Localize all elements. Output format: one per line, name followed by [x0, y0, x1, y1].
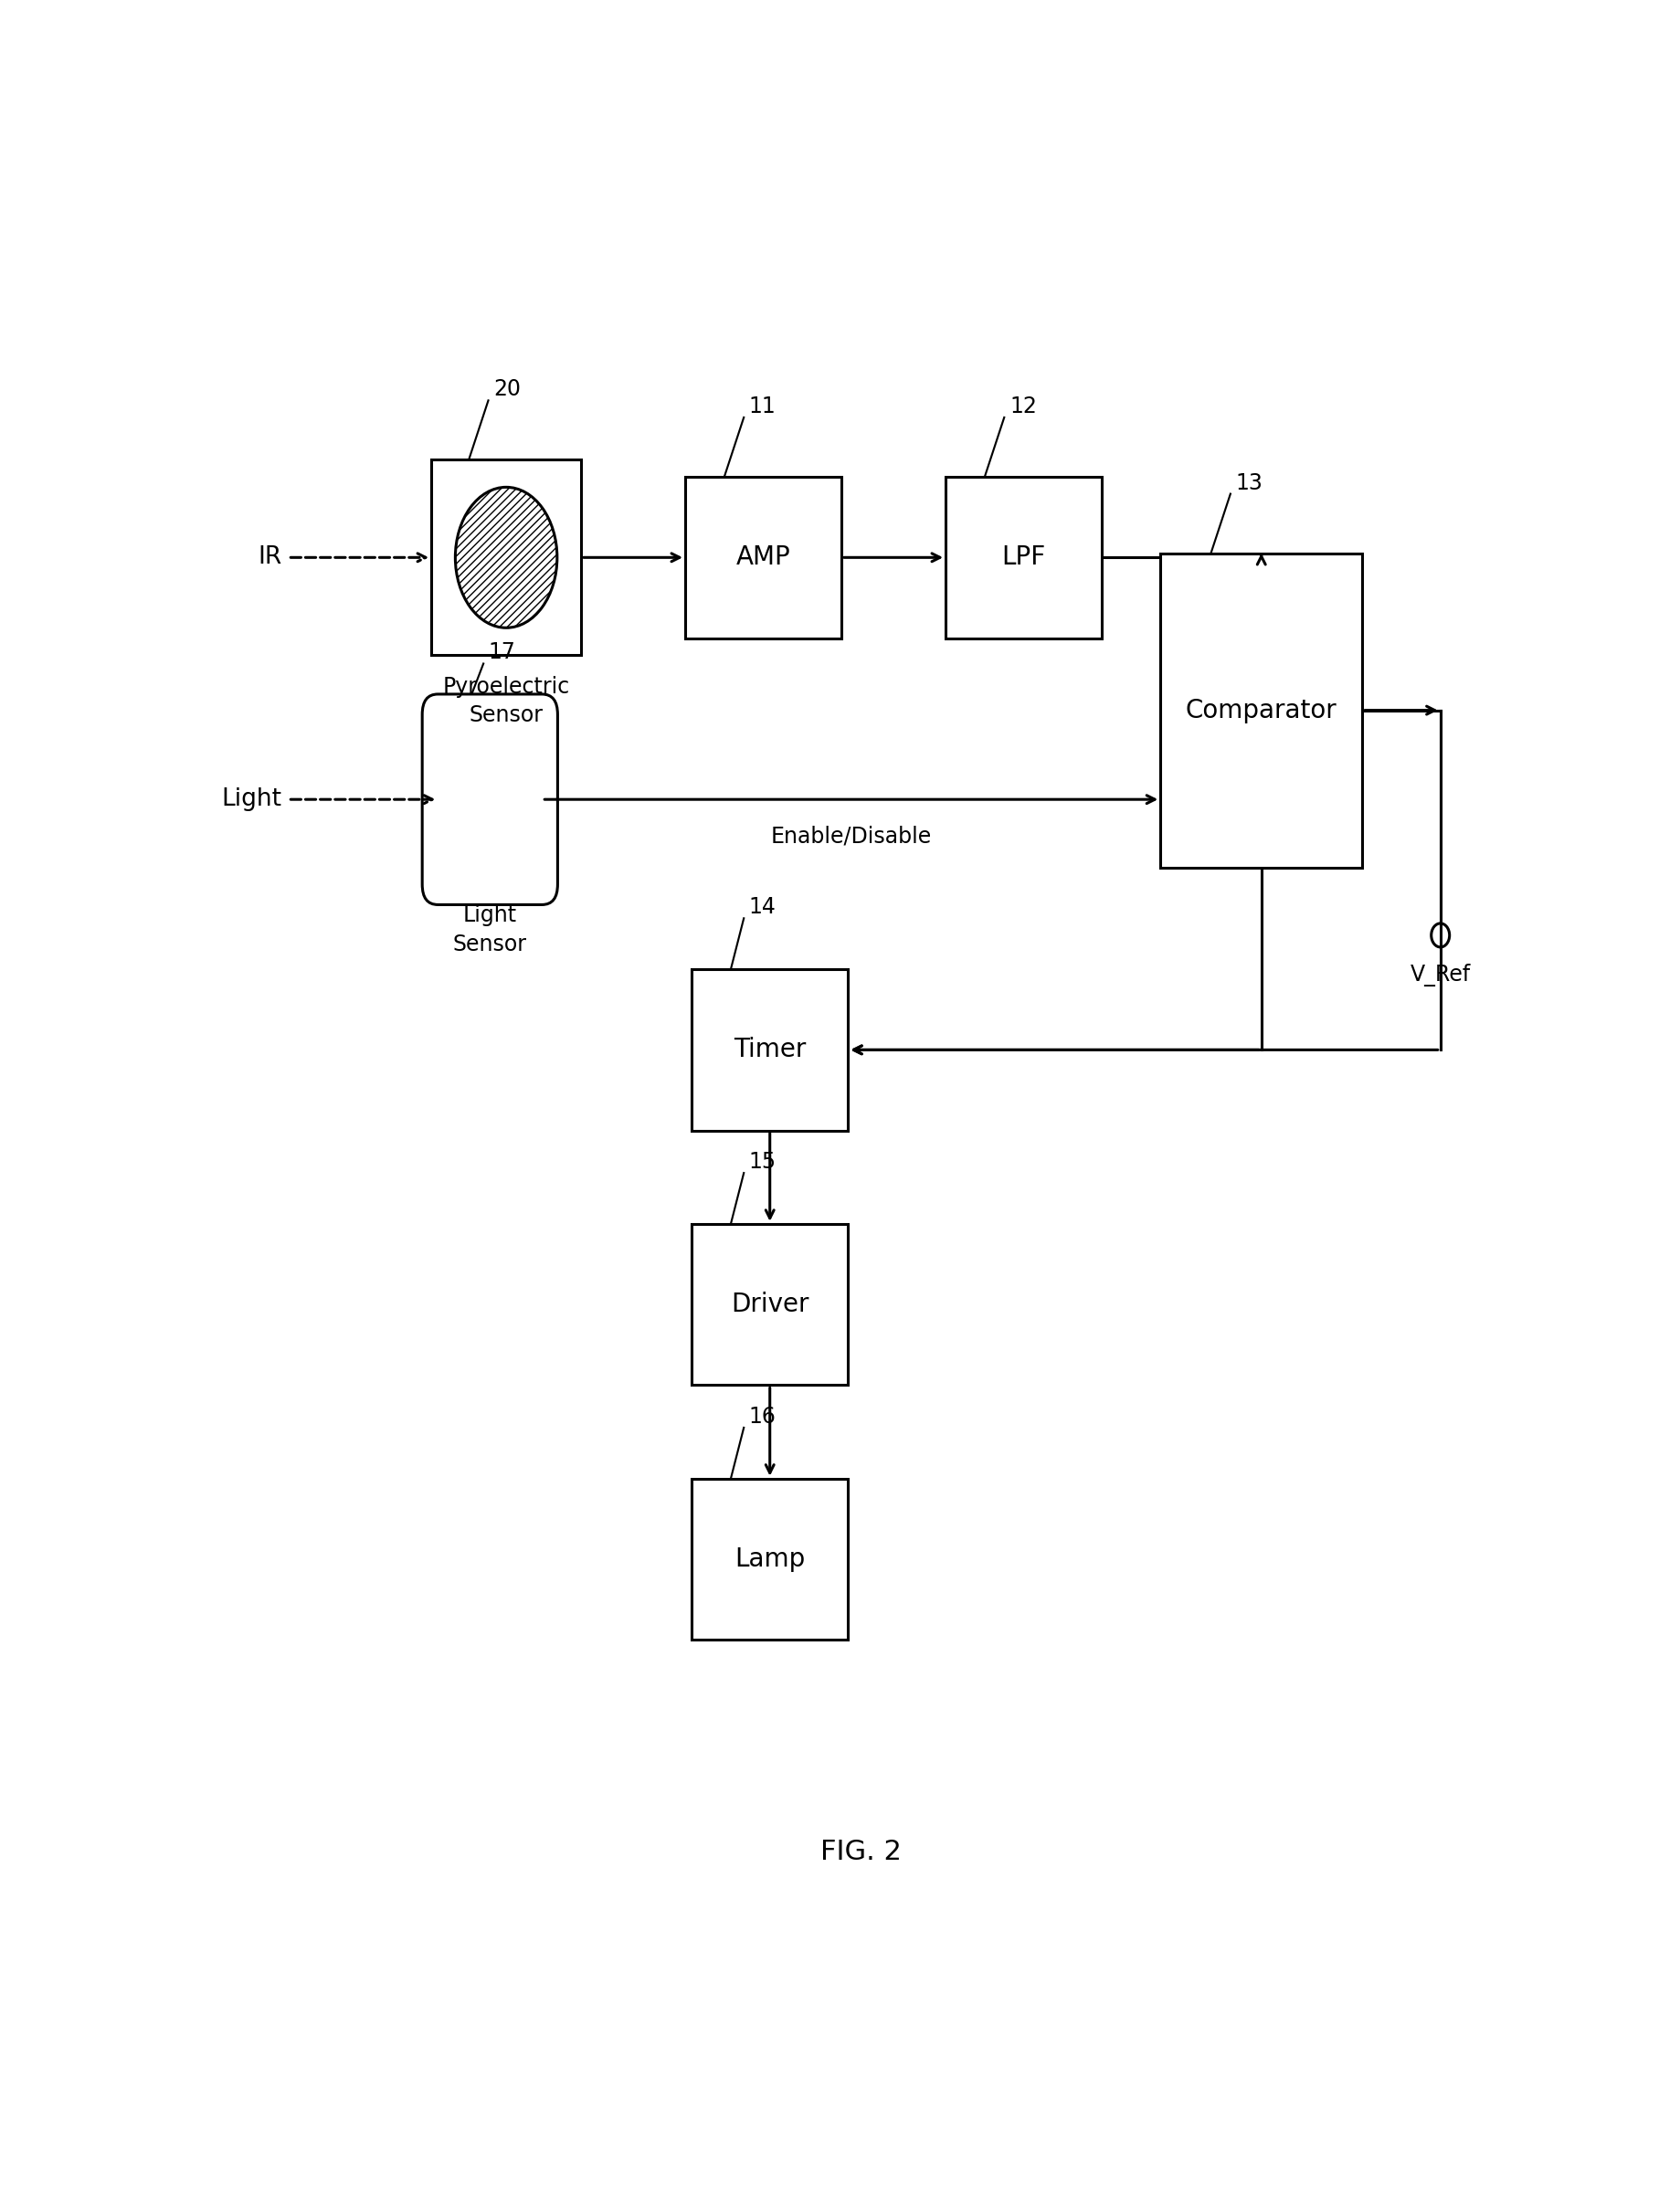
Text: Timer: Timer — [734, 1036, 806, 1063]
Text: FIG. 2: FIG. 2 — [820, 1839, 902, 1865]
Text: Driver: Driver — [731, 1292, 808, 1316]
Text: AMP: AMP — [736, 545, 791, 571]
Text: LPF: LPF — [1001, 545, 1045, 571]
Text: 15: 15 — [749, 1151, 776, 1173]
Text: 14: 14 — [749, 897, 776, 917]
Bar — [685, 476, 842, 637]
Text: 12: 12 — [1010, 395, 1037, 417]
FancyBboxPatch shape — [422, 695, 558, 904]
Bar — [946, 476, 1102, 637]
Text: Light
Sensor: Light Sensor — [454, 904, 528, 955]
Bar — [692, 970, 848, 1131]
Text: Comparator: Comparator — [1186, 697, 1337, 723]
Bar — [692, 1480, 848, 1641]
Text: 11: 11 — [749, 395, 776, 417]
Bar — [432, 461, 581, 655]
Text: 13: 13 — [1236, 472, 1263, 494]
Text: 17: 17 — [489, 642, 516, 664]
Bar — [692, 1224, 848, 1385]
Text: 16: 16 — [749, 1407, 776, 1427]
Text: 20: 20 — [494, 379, 521, 401]
Text: Light: Light — [222, 787, 282, 811]
Ellipse shape — [455, 487, 558, 628]
Text: IR: IR — [257, 545, 282, 569]
Text: Pyroelectric
Sensor: Pyroelectric Sensor — [442, 675, 570, 725]
Text: Enable/Disable: Enable/Disable — [771, 825, 932, 847]
Bar — [1161, 553, 1362, 867]
Text: Lamp: Lamp — [734, 1546, 805, 1572]
Text: V_Ref: V_Ref — [1410, 964, 1470, 988]
